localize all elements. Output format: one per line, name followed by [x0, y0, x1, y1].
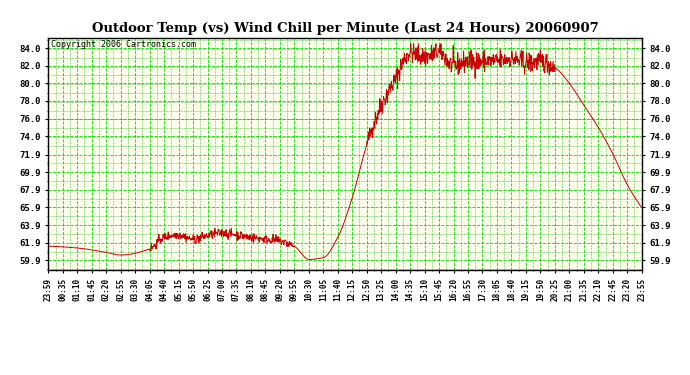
Title: Outdoor Temp (vs) Wind Chill per Minute (Last 24 Hours) 20060907: Outdoor Temp (vs) Wind Chill per Minute … [92, 22, 598, 35]
Text: Copyright 2006 Cartronics.com: Copyright 2006 Cartronics.com [51, 40, 196, 49]
